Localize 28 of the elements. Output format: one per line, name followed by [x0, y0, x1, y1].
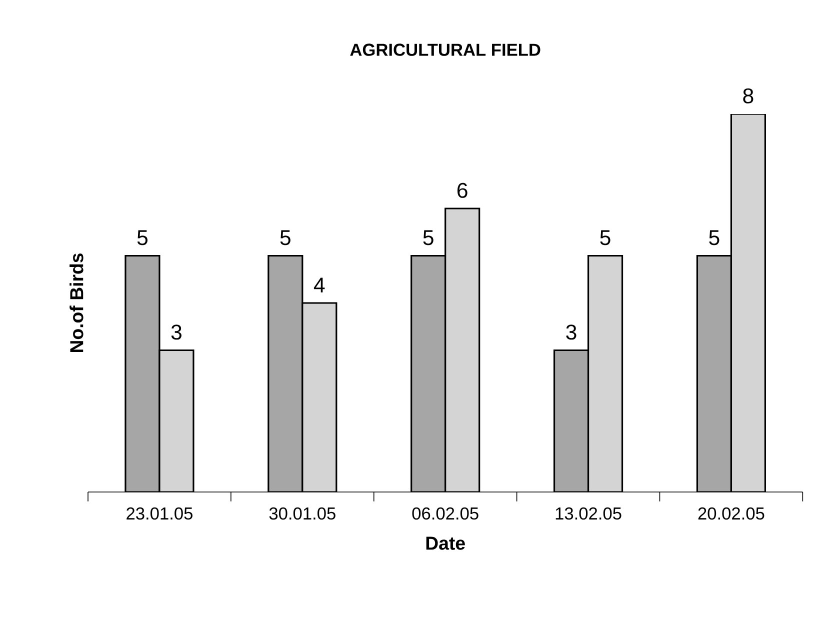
- bar: [553, 349, 590, 492]
- data-label: 6: [457, 182, 468, 198]
- x-tick-label: 13.02.05: [556, 507, 622, 520]
- bar: [124, 254, 160, 492]
- data-label: 5: [709, 230, 720, 246]
- data-label: 8: [743, 88, 754, 104]
- x-axis-title: Date: [426, 536, 465, 550]
- bar: [696, 254, 732, 492]
- x-tick-label: 20.02.05: [698, 507, 764, 520]
- x-tick-label: 23.01.05: [126, 507, 192, 520]
- bar: [268, 254, 304, 492]
- bar: [587, 254, 624, 492]
- data-label: 3: [171, 324, 182, 340]
- data-label: 5: [137, 230, 148, 246]
- data-label: 5: [423, 230, 434, 246]
- x-tick-label: 30.01.05: [269, 507, 336, 520]
- data-label: 4: [314, 278, 325, 292]
- chart-title: AGRICULTURAL FIELD: [350, 44, 540, 56]
- bar: [410, 254, 446, 492]
- x-tick-label: 06.02.05: [412, 507, 478, 520]
- bar: [302, 302, 338, 492]
- data-label: 5: [600, 230, 610, 246]
- data-label: 3: [566, 324, 576, 340]
- y-axis-title: No.of Birds: [70, 253, 84, 352]
- bar: [730, 114, 766, 492]
- data-label: 5: [280, 230, 290, 246]
- bar: [158, 349, 194, 492]
- bar: [444, 208, 480, 492]
